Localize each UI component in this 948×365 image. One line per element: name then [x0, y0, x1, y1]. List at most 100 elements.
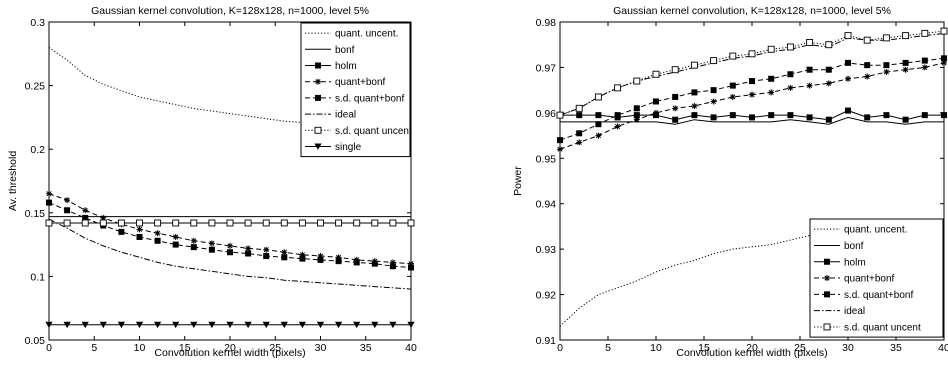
data-point-s-d-quant-uncent	[136, 219, 143, 227]
data-point-single	[226, 321, 234, 329]
data-point-holm	[749, 114, 755, 121]
data-point-holm	[576, 112, 583, 119]
y-tick-label: 0.98	[536, 17, 557, 29]
data-point-s-d-quant-uncent	[844, 32, 852, 40]
data-point-s-d-quant-bonf	[353, 259, 360, 266]
data-point-s-d-quant-uncent	[921, 29, 929, 37]
data-point-single	[389, 321, 397, 329]
data-point-quant-bonf	[902, 66, 909, 73]
x-tick-label: 10	[134, 342, 146, 354]
data-point-single	[45, 321, 53, 329]
data-point-quant-bonf	[768, 89, 775, 96]
data-point-quant-bonf	[806, 82, 813, 89]
legend-label: quant+bonf	[844, 274, 895, 285]
x-tick-label: 10	[650, 342, 662, 354]
legend-item: bonf	[814, 241, 864, 252]
data-point-quant-bonf	[749, 91, 755, 98]
data-point-s-d-quant-bonf	[749, 78, 755, 85]
power-ticks: 0 5 10 15 20 25 30 35 40 0.91 0.92 0.93 0.94 0.95 0.96…	[536, 17, 948, 354]
data-point-holm	[921, 112, 928, 119]
legend-item: s.d. quant uncent	[305, 126, 412, 137]
data-point-quant-bonf	[46, 190, 52, 197]
x-tick-label: 20	[224, 342, 236, 354]
data-point-s-d-quant-bonf	[389, 263, 396, 270]
data-point-s-d-quant-uncent	[81, 219, 89, 227]
data-point-s-d-quant-bonf	[154, 237, 161, 244]
legend-label: s.d. quant uncent	[335, 126, 412, 137]
threshold-legend: quant. uncent. bonf holm quant+bonf s.d. qua…	[300, 22, 412, 158]
data-point-quant-bonf	[335, 254, 342, 261]
legend-marker	[824, 291, 830, 298]
data-point-s-d-quant-bonf	[729, 82, 736, 89]
data-point-s-d-quant-uncent	[389, 219, 397, 227]
data-point-quant-bonf	[190, 237, 197, 244]
legend-label: holm	[844, 257, 866, 268]
data-point-quant-bonf	[389, 259, 396, 266]
data-point-quant-bonf	[576, 139, 583, 146]
data-point-s-d-quant-uncent	[244, 219, 252, 227]
legend-item: s.d. quant+bonf	[814, 290, 913, 301]
data-point-quant-bonf	[136, 226, 143, 233]
data-point-quant-bonf	[595, 132, 602, 139]
data-point-s-d-quant-bonf	[245, 250, 252, 257]
legend-label: ideal	[335, 110, 356, 121]
data-point-holm	[768, 112, 775, 119]
data-point-quant-bonf	[263, 246, 270, 253]
data-point-holm	[883, 112, 890, 119]
data-point-s-d-quant-uncent	[825, 41, 833, 49]
legend-marker	[824, 275, 830, 282]
data-point-s-d-quant-bonf	[691, 89, 698, 96]
data-point-s-d-quant-bonf	[576, 130, 583, 137]
data-point-s-d-quant-bonf	[227, 249, 233, 256]
legend-marker	[315, 78, 321, 85]
data-point-s-d-quant-bonf	[557, 137, 563, 144]
data-point-single	[99, 321, 107, 329]
data-point-s-d-quant-bonf	[787, 71, 794, 78]
series-line-quant-bonf	[48, 193, 412, 265]
data-point-holm	[825, 116, 832, 123]
data-point-quant-bonf	[208, 240, 215, 247]
data-point-quant-bonf	[299, 251, 306, 258]
legend-label: single	[335, 142, 362, 153]
y-tick-label: 0.15	[25, 208, 46, 220]
data-point-s-d-quant-bonf	[883, 62, 890, 69]
legend-label: bonf	[844, 241, 864, 252]
data-point-s-d-quant-bonf	[653, 98, 659, 105]
y-tick-label: 0.95	[536, 153, 557, 165]
data-point-quant-bonf	[154, 230, 161, 237]
threshold-ticks: 0 5 10 15 20 25 30 35 40 0.05 0.1 0.15 0.2 0.25 0.3	[25, 17, 417, 354]
y-tick-label: 0.1	[30, 271, 45, 283]
data-point-s-d-quant-bonf	[190, 244, 197, 251]
y-tick-label: 0.3	[30, 17, 45, 29]
data-point-s-d-quant-bonf	[864, 62, 871, 69]
data-point-single	[172, 321, 180, 329]
data-point-single	[244, 321, 252, 329]
data-point-quant-bonf	[672, 105, 679, 112]
data-point-holm	[806, 114, 813, 121]
data-point-quant-bonf	[691, 103, 698, 110]
data-point-s-d-quant-uncent	[226, 219, 234, 227]
power-y-axis-label: Power	[512, 166, 524, 196]
data-point-s-d-quant-uncent	[575, 104, 583, 112]
data-point-quant-bonf	[633, 116, 640, 123]
data-point-holm	[691, 112, 698, 119]
x-tick-label: 40	[405, 342, 417, 354]
legend-item: s.d. quant+bonf	[305, 93, 404, 104]
data-point-s-d-quant-uncent	[154, 219, 162, 227]
x-tick-label: 25	[269, 342, 281, 354]
x-tick-label: 5	[605, 342, 611, 354]
data-point-quant-bonf	[227, 242, 233, 249]
data-point-s-d-quant-bonf	[263, 253, 270, 260]
data-point-holm	[633, 112, 640, 119]
data-point-s-d-quant-uncent	[262, 219, 270, 227]
legend-label: quant. uncent.	[844, 225, 907, 236]
data-point-quant-bonf	[172, 233, 179, 240]
x-tick-label: 20	[746, 342, 758, 354]
data-point-s-d-quant-uncent	[882, 34, 890, 42]
data-point-s-d-quant-bonf	[371, 260, 378, 267]
data-point-s-d-quant-uncent	[633, 77, 641, 85]
legend-marker	[823, 323, 831, 331]
legend-label: quant+bonf	[335, 77, 386, 88]
legend-item: holm	[305, 61, 357, 72]
